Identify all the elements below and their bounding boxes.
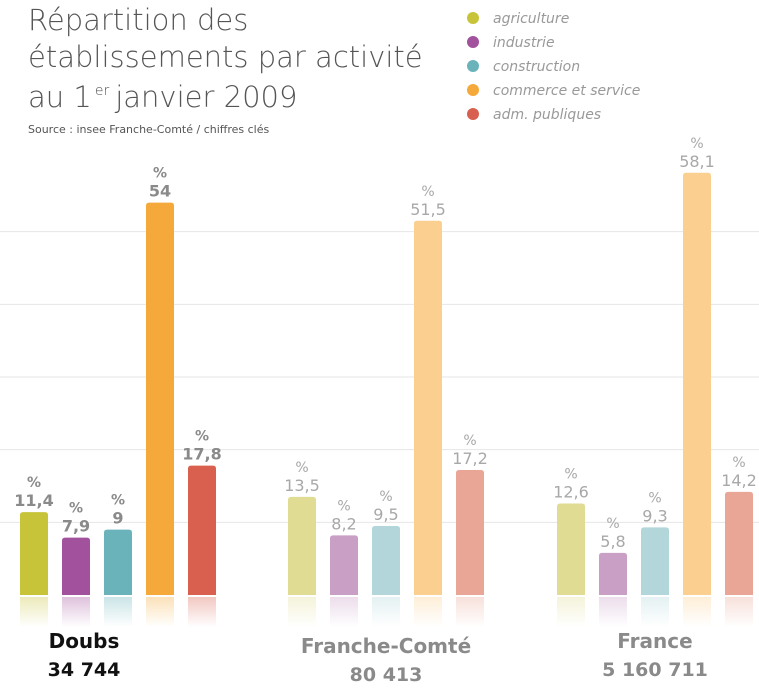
value-label: 54 [149, 182, 171, 201]
bar [414, 220, 442, 595]
legend-label: agriculture [493, 11, 569, 27]
bar [599, 552, 627, 595]
value-label: 8,2 [331, 514, 356, 533]
value-label: 12,6 [553, 482, 589, 501]
value-unit: % [379, 489, 392, 505]
title-line: au 1 [28, 80, 92, 114]
reflection [557, 597, 585, 627]
category-sublabel: 80 413 [350, 664, 423, 684]
value-label: 58,1 [679, 152, 715, 171]
bar [683, 172, 711, 595]
value-label: 51,5 [410, 200, 446, 219]
value-unit: % [195, 429, 209, 445]
category-label: Doubs [49, 629, 120, 653]
value-unit: % [27, 475, 41, 491]
legend-swatch [467, 60, 479, 72]
value-unit: % [295, 460, 308, 476]
value-unit: % [690, 136, 703, 152]
bar [104, 529, 132, 595]
bar [372, 525, 400, 595]
bar [456, 470, 484, 595]
category-label: France [617, 629, 692, 653]
value-unit: % [421, 184, 434, 200]
value-label: 17,2 [452, 449, 488, 468]
reflection [146, 597, 174, 627]
category-label: Franche-Comté [301, 634, 471, 658]
value-unit: % [153, 166, 167, 182]
value-label: 11,4 [14, 491, 53, 510]
reflection [330, 597, 358, 627]
value-unit: % [732, 455, 745, 471]
legend-label: industrie [493, 35, 555, 51]
reflection [414, 597, 442, 627]
value-unit: % [606, 516, 619, 532]
title-line: établissements par activité [28, 40, 423, 74]
bar [288, 496, 316, 595]
chart-title: Répartition des établissements par activi… [28, 3, 423, 114]
reflection [599, 597, 627, 627]
value-label: 9 [112, 509, 123, 528]
value-label: 14,2 [721, 471, 757, 490]
legend-swatch [467, 12, 479, 24]
legend-label: commerce et service [493, 83, 640, 99]
value-label: 17,8 [182, 445, 221, 464]
value-label: 9,3 [642, 506, 667, 525]
legend-swatch [467, 84, 479, 96]
value-label: 7,9 [62, 517, 90, 536]
value-label: 9,5 [373, 505, 398, 524]
bar [641, 527, 669, 595]
bar [557, 503, 585, 595]
bar [725, 491, 753, 595]
reflection [288, 597, 316, 627]
reflection [725, 597, 753, 627]
bar [188, 465, 216, 595]
reflection [641, 597, 669, 627]
bar [62, 537, 90, 595]
title-line: janvier 2009 [114, 80, 297, 114]
value-label: 13,5 [284, 476, 320, 495]
reflection [62, 597, 90, 627]
bar [330, 535, 358, 595]
value-unit: % [564, 466, 577, 482]
legend-swatch [467, 108, 479, 120]
value-unit: % [648, 490, 661, 506]
value-unit: % [337, 498, 350, 514]
reflection [188, 597, 216, 627]
reflection [456, 597, 484, 627]
legend-label: construction [493, 59, 580, 75]
reflection [372, 597, 400, 627]
category-sublabel: 34 744 [48, 659, 121, 681]
legend-swatch [467, 36, 479, 48]
value-unit: % [463, 433, 476, 449]
reflection [20, 597, 48, 627]
value-unit: % [69, 501, 83, 517]
subtitle: Source : insee Franche-Comté / chiffres … [28, 123, 269, 136]
bar [146, 202, 174, 595]
title-line: Répartition des [28, 3, 248, 37]
value-unit: % [111, 493, 125, 509]
title-superscript: er [95, 83, 110, 99]
legend-label: adm. publiques [493, 107, 601, 123]
category-sublabel: 5 160 711 [602, 659, 708, 681]
reflection [683, 597, 711, 627]
bar [20, 512, 48, 595]
reflection [104, 597, 132, 627]
value-label: 5,8 [600, 532, 625, 551]
